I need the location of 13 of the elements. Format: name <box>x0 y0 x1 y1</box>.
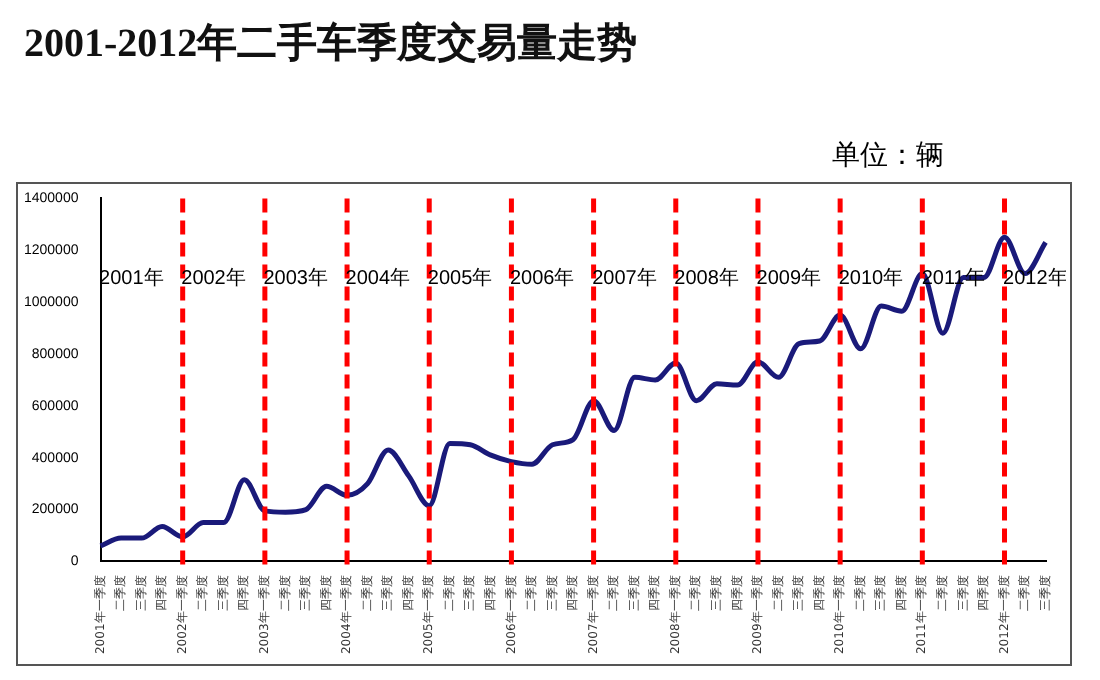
annotation: 2005年 <box>427 265 493 290</box>
annotation: 2004年 <box>345 265 411 290</box>
annotation: 2007年 <box>592 265 657 290</box>
annotation: 2008年 <box>674 265 739 290</box>
chart-title: 2001-2012年二手车季度交易量走势 <box>24 19 640 70</box>
annotation: 2002年 <box>181 265 246 290</box>
annotation: 2009年 <box>756 265 822 290</box>
line-series <box>98 234 1049 549</box>
annotation: 2006年 <box>509 265 575 290</box>
chart-subtitle: 单位：辆 <box>830 138 944 174</box>
annotation: 2012年 <box>1003 265 1068 290</box>
annotation: 2010年 <box>838 265 904 290</box>
annotation: 2003年 <box>263 265 328 290</box>
